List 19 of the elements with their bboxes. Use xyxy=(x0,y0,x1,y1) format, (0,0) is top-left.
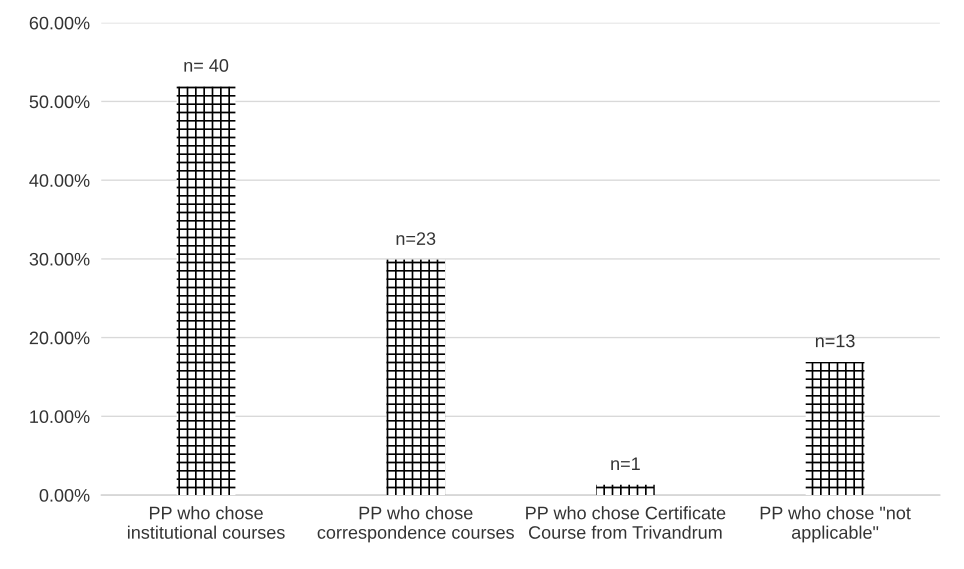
y-tick-label: 40.00% xyxy=(29,174,90,187)
x-tick-label: PP who chose institutional courses xyxy=(128,506,285,539)
x-tick-label: PP who chose Certificate Course from Trivandrum xyxy=(526,506,726,539)
y-tick-label: 0.00% xyxy=(40,488,90,502)
x-tick-label: PP who chose "not applicable" xyxy=(760,506,911,542)
y-tick-label: 20.00% xyxy=(30,332,90,344)
annotation: n=13 xyxy=(816,334,855,348)
bar xyxy=(596,484,655,496)
annotation: n= 40 xyxy=(184,59,228,72)
x-tick-label: PP who chose correspondence courses xyxy=(318,506,514,542)
annotation: n=1 xyxy=(611,458,640,470)
y-tick-label: 10.00% xyxy=(30,410,90,424)
bar xyxy=(176,86,236,496)
y-tick-label: 50.00% xyxy=(30,95,90,108)
bar xyxy=(386,260,446,496)
bar xyxy=(806,362,864,496)
y-tick-label: 60.00% xyxy=(30,16,90,30)
y-tick-label: 30.00% xyxy=(30,252,90,266)
annotation: n=23 xyxy=(396,232,436,245)
